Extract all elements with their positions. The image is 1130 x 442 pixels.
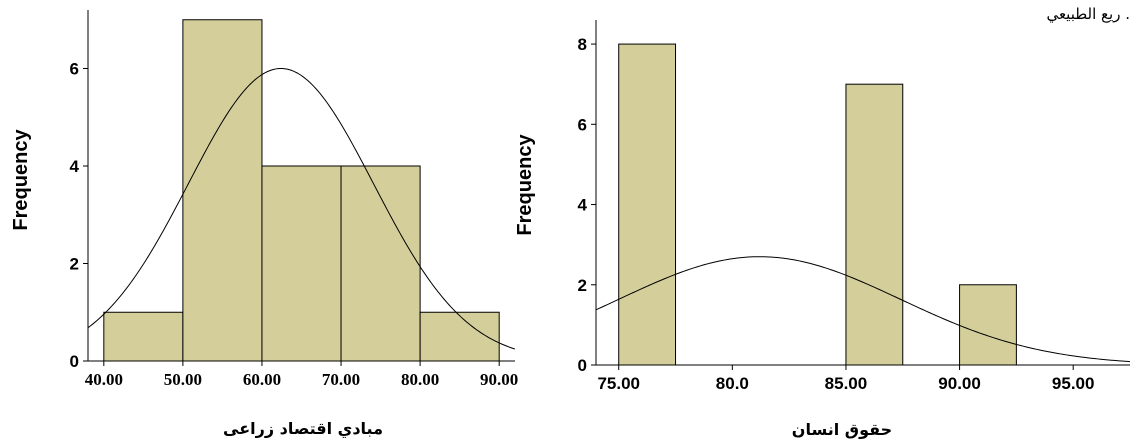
right-y-tick-label: 2 bbox=[578, 276, 587, 295]
left-y-axis-label: Frequency bbox=[10, 129, 32, 231]
right-x-tick-label: 90.00 bbox=[938, 374, 981, 393]
right-normal-curve bbox=[595, 256, 1130, 363]
right-bar bbox=[618, 43, 677, 366]
left-y-tick-label: 2 bbox=[70, 255, 79, 274]
left-x-tick-label: 70.00 bbox=[322, 370, 360, 389]
right-x-tick-label: 95.00 bbox=[1052, 374, 1095, 393]
left-x-tick-label: 80.00 bbox=[401, 370, 439, 389]
left-y-tick-label: 6 bbox=[70, 60, 79, 79]
left-x-tick-label: 60.00 bbox=[243, 370, 281, 389]
right-y-tick-label: 6 bbox=[578, 115, 587, 134]
left-histogram: Frequency مبادي اقتصاد زراعى 0 2 4 6 40.00 50… bbox=[10, 10, 518, 439]
left-x-axis-label: مبادي اقتصاد زراعى bbox=[223, 419, 383, 439]
left-bar bbox=[419, 311, 500, 362]
right-y-tick-label: 8 bbox=[578, 35, 587, 54]
corner-text: ريع الطبيعي . bbox=[1046, 5, 1130, 24]
right-y-tick-label: 4 bbox=[578, 196, 588, 215]
right-y-tick-label: 0 bbox=[578, 356, 587, 375]
right-x-tick-label: 75.00 bbox=[597, 374, 640, 393]
right-x-axis-label: حقوق انسان bbox=[792, 420, 892, 439]
right-x-tick-label: 85.00 bbox=[825, 374, 868, 393]
left-x-tick-label: 50.00 bbox=[164, 370, 202, 389]
right-histogram: Frequency حقوق انسان 0 2 4 6 8 75.00 80.0 85.00… bbox=[514, 20, 1130, 439]
left-y-tick-label: 0 bbox=[70, 352, 79, 371]
right-bar bbox=[845, 83, 904, 366]
left-bar bbox=[261, 165, 342, 362]
left-x-tick-label: 90.00 bbox=[480, 370, 518, 389]
right-x-tick-label: 80.0 bbox=[716, 374, 749, 393]
left-bar bbox=[340, 165, 421, 362]
right-y-axis-label: Frequency bbox=[514, 134, 536, 236]
left-y-tick-label: 4 bbox=[70, 157, 80, 176]
right-bar bbox=[959, 284, 1017, 366]
left-bar bbox=[103, 311, 184, 362]
left-normal-curve bbox=[87, 68, 516, 350]
left-x-tick-label: 40.00 bbox=[85, 370, 123, 389]
left-bar bbox=[182, 19, 263, 362]
